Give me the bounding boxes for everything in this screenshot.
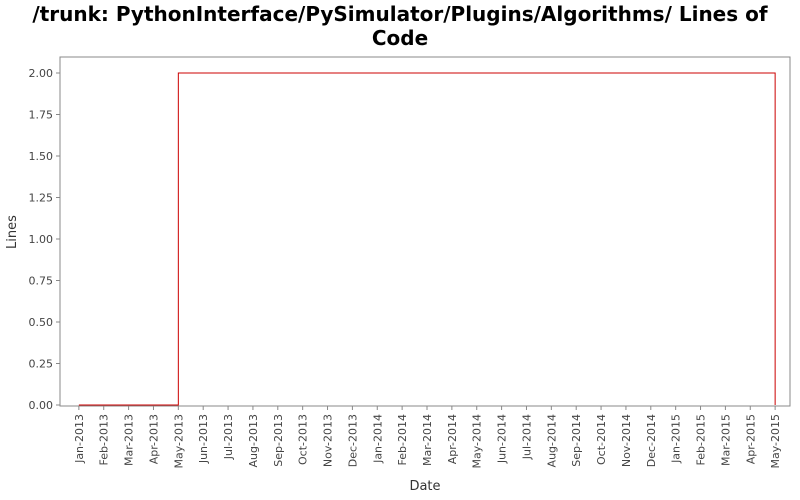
x-tick-label: Feb-2013 <box>98 414 111 465</box>
y-tick-label: 2.00 <box>29 67 54 80</box>
x-tick-label: Jan-2014 <box>371 414 384 464</box>
x-tick-label: Mar-2014 <box>421 414 434 466</box>
y-tick-label: 1.25 <box>29 192 54 205</box>
x-tick-label: May-2014 <box>471 414 484 469</box>
y-tick-label: 1.75 <box>29 109 54 122</box>
x-tick-label: Sep-2014 <box>570 414 583 467</box>
x-tick-label: Sep-2013 <box>272 414 285 467</box>
x-tick-label: Oct-2013 <box>297 414 310 465</box>
y-tick-label: 0.75 <box>29 275 54 288</box>
x-tick-label: May-2013 <box>172 414 185 469</box>
x-tick-label: Nov-2013 <box>322 414 335 467</box>
x-tick-label: Aug-2013 <box>247 414 260 467</box>
plot-area <box>59 56 791 407</box>
x-tick-label: Dec-2013 <box>346 414 359 467</box>
x-tick-label: Dec-2014 <box>645 414 658 467</box>
x-axis-label: Date <box>409 479 440 494</box>
y-tick-label: 0.25 <box>29 358 54 371</box>
y-axis-label: Lines <box>5 215 20 249</box>
x-tick-label: Mar-2015 <box>719 414 732 466</box>
x-tick-label: Apr-2015 <box>744 414 757 464</box>
x-tick-label: May-2015 <box>769 414 782 469</box>
y-tick-label: 0.00 <box>29 399 54 412</box>
x-tick-label: Jan-2013 <box>73 414 86 464</box>
y-tick-label: 0.50 <box>29 316 54 329</box>
x-tick-label: Jun-2014 <box>496 414 509 464</box>
x-tick-label: Jul-2013 <box>222 414 235 460</box>
y-tick-label: 1.00 <box>29 233 54 246</box>
x-tick-label: Feb-2014 <box>396 414 409 465</box>
x-tick-label: Apr-2014 <box>446 414 459 464</box>
x-tick-label: Jul-2014 <box>520 414 533 460</box>
x-tick-label: Mar-2013 <box>123 414 136 466</box>
data-line <box>78 72 776 406</box>
x-tick-label: Jun-2013 <box>197 414 210 464</box>
x-tick-label: Nov-2014 <box>620 414 633 467</box>
y-tick-label: 1.50 <box>29 150 54 163</box>
chart-title: /trunk: PythonInterface/PySimulator/Plug… <box>32 2 768 50</box>
x-tick-label: Oct-2014 <box>595 414 608 465</box>
x-tick-label: Apr-2013 <box>147 414 160 464</box>
x-tick-label: Jan-2015 <box>670 414 683 464</box>
x-tick-label: Feb-2015 <box>695 414 708 465</box>
x-tick-label: Aug-2014 <box>545 414 558 467</box>
